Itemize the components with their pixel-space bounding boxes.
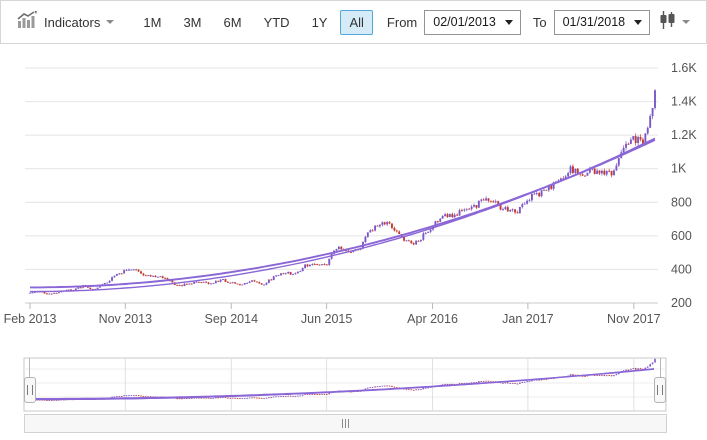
svg-text:800: 800: [671, 195, 692, 209]
range-end-stem: [660, 358, 661, 378]
svg-text:1.6K: 1.6K: [671, 61, 697, 75]
range-end-handle[interactable]: [654, 377, 666, 403]
range-start-stem: [29, 358, 30, 378]
candlestick-icon: [659, 10, 676, 35]
svg-text:Sep 2014: Sep 2014: [205, 312, 259, 326]
range-button-3m[interactable]: 3M: [174, 10, 210, 35]
chart-toolbar: Indicators 1M 3M 6M YTD 1Y All From 02/0…: [0, 0, 707, 44]
range-end-grip-icon: [657, 385, 663, 395]
svg-text:200: 200: [671, 296, 692, 310]
scrollbar-grip-icon: [342, 419, 349, 428]
svg-text:Nov 2013: Nov 2013: [99, 312, 153, 326]
svg-text:Jun 2015: Jun 2015: [301, 312, 352, 326]
from-label: From: [386, 14, 418, 30]
navigator-scrollbar[interactable]: [24, 414, 667, 433]
to-date-select[interactable]: 01/31/2018: [553, 9, 651, 35]
from-date-value: 02/01/2013: [433, 15, 496, 29]
indicators-label: Indicators: [44, 14, 101, 30]
trendline-overlay: [30, 137, 656, 293]
svg-text:400: 400: [671, 262, 692, 276]
dropdown-caret-icon: [634, 20, 643, 25]
range-button-1m[interactable]: 1M: [134, 10, 170, 35]
svg-text:600: 600: [671, 229, 692, 243]
svg-text:1K: 1K: [671, 162, 687, 176]
chevron-down-icon: [682, 20, 690, 24]
svg-text:Nov 2017: Nov 2017: [607, 312, 661, 326]
svg-text:Jan 2017: Jan 2017: [502, 312, 553, 326]
y-gridlines: [25, 67, 658, 304]
x-axis: Feb 2013 Nov 2013 Sep 2014 Jun 2015 Apr 2016…: [4, 303, 661, 326]
range-button-ytd[interactable]: YTD: [255, 10, 299, 35]
svg-text:Apr 2016: Apr 2016: [407, 312, 458, 326]
candlestick-series: [29, 89, 656, 295]
indicators-dropdown[interactable]: Indicators: [11, 10, 115, 34]
dropdown-caret-icon: [504, 20, 513, 25]
indicators-chart-icon: [17, 10, 37, 34]
range-buttons: 1M 3M 6M YTD 1Y All: [132, 9, 375, 35]
range-button-1y[interactable]: 1Y: [303, 10, 337, 35]
to-label: To: [532, 14, 547, 30]
svg-text:Feb 2013: Feb 2013: [4, 312, 57, 326]
range-button-6m[interactable]: 6M: [215, 10, 251, 35]
y-axis-labels: 200 400 600 800 1K 1.2K 1.4K 1.6K: [671, 61, 697, 310]
range-start-handle[interactable]: [24, 377, 36, 403]
svg-text:1.4K: 1.4K: [671, 95, 697, 109]
svg-text:1.2K: 1.2K: [671, 128, 697, 142]
from-date-select[interactable]: 02/01/2013: [424, 9, 521, 35]
series-type-dropdown[interactable]: [659, 10, 690, 35]
to-date-value: 01/31/2018: [562, 15, 626, 29]
chevron-down-icon: [106, 20, 115, 24]
range-start-grip-icon: [27, 385, 33, 395]
range-navigator-chart[interactable]: [23, 357, 667, 412]
range-button-all[interactable]: All: [340, 9, 373, 35]
